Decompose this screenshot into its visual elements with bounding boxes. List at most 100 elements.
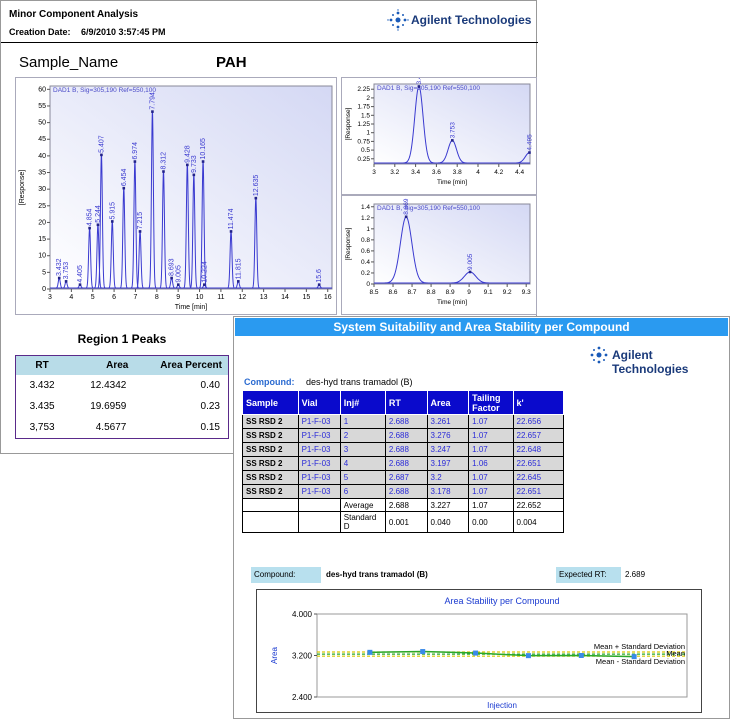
summary-cell: 1.07 bbox=[468, 498, 514, 512]
peaks-table-title: Region 1 Peaks bbox=[77, 332, 167, 346]
peak-label: 8.312 bbox=[160, 152, 167, 170]
table-row: SS RSD 2 P1-F-03 6 2.688 3.178 1.07 22.651 bbox=[242, 484, 565, 499]
table-cell: 3,753 bbox=[29, 422, 55, 433]
logo-icon bbox=[590, 346, 608, 364]
table-cell: P1-F-03 bbox=[297, 456, 341, 471]
summary-label: Standard D bbox=[339, 511, 386, 533]
table-cell: 1.07 bbox=[468, 428, 514, 443]
x-tick-label: 3.2 bbox=[390, 169, 399, 176]
peak-label: 7.794 bbox=[149, 92, 156, 110]
reference-label: Mean + Standard Deviation bbox=[594, 642, 685, 651]
peak-label: 8.693 bbox=[169, 258, 176, 276]
x-tick-label: 8.6 bbox=[389, 289, 398, 296]
y-tick-label: 0.75 bbox=[357, 138, 370, 145]
table-cell: 2.688 bbox=[384, 428, 428, 443]
table-cell: SS RSD 2 bbox=[242, 428, 299, 443]
y-tick-label: 0 bbox=[42, 286, 46, 293]
peak-apex bbox=[186, 163, 189, 167]
table-cell: 2.688 bbox=[384, 414, 428, 429]
header-row: RT Area Area Percent bbox=[15, 355, 229, 375]
empty-cell bbox=[242, 511, 299, 533]
table-row: SS RSD 2 P1-F-03 1 2.688 3.261 1.07 22.656 bbox=[242, 414, 565, 429]
y-tick-label: 0.2 bbox=[361, 270, 370, 277]
y-tick-label: 40 bbox=[38, 153, 46, 160]
x-tick-label: 8.8 bbox=[427, 289, 436, 296]
x-tick-label: 10 bbox=[196, 294, 204, 301]
empty-cell bbox=[297, 498, 341, 512]
table-cell: 0.40 bbox=[200, 380, 220, 391]
peak-label: 4.495 bbox=[526, 134, 533, 151]
header-cell: Tailing Factor bbox=[468, 390, 514, 415]
x-axis-label: Injection bbox=[487, 701, 517, 710]
sample-name: PAH bbox=[216, 54, 247, 71]
table-cell: 22.651 bbox=[512, 484, 565, 499]
table-cell: 0.23 bbox=[200, 401, 220, 412]
table-row: SS RSD 2 P1-F-03 3 2.688 3.247 1.07 22.648 bbox=[242, 442, 565, 457]
report-page: Minor Component Analysis Creation Date: … bbox=[0, 0, 538, 454]
peak-label: 15.6 bbox=[316, 269, 323, 283]
peak-apex bbox=[528, 151, 531, 154]
plot-area bbox=[373, 203, 531, 285]
peak-apex bbox=[133, 160, 137, 163]
peak-label: 5.915 bbox=[109, 202, 116, 220]
table-cell: P1-F-03 bbox=[297, 428, 341, 443]
peak-apex bbox=[170, 276, 173, 280]
y-axis-label: [Response] bbox=[345, 227, 352, 260]
table-cell: 22.645 bbox=[512, 470, 565, 485]
summary-cell: 0.001 bbox=[384, 511, 428, 533]
table-cell: 3 bbox=[339, 442, 386, 457]
y-tick-label: 10 bbox=[38, 253, 46, 260]
table-cell: 1 bbox=[339, 414, 386, 429]
y-tick-label: 0 bbox=[366, 281, 370, 288]
empty-cell bbox=[297, 511, 341, 533]
y-tick-label: 45 bbox=[38, 136, 46, 143]
table-cell: P1-F-03 bbox=[297, 470, 341, 485]
area-point bbox=[473, 650, 479, 656]
peak-label: 3.432 bbox=[416, 77, 423, 84]
creation-date: 6/9/2010 3:57:45 PM bbox=[81, 27, 166, 37]
peak-label: 11.474 bbox=[228, 208, 235, 229]
table-cell: 1.07 bbox=[468, 442, 514, 457]
y-tick-label: 15 bbox=[38, 236, 46, 243]
header-cell: Area bbox=[426, 390, 470, 415]
peak-label: 3.753 bbox=[63, 262, 70, 280]
header-cell: Inj# bbox=[339, 390, 386, 415]
table-cell: 4.5677 bbox=[95, 422, 127, 433]
summary-row: Standard D 0.001 0.040 0.00 0.004 bbox=[242, 511, 565, 533]
y-tick-label: 1.2 bbox=[361, 215, 370, 222]
chromatogram-zoom: DAD1 B, Sig=305,190 Ref=550,100 3 3.2 3.4 3.… bbox=[341, 77, 537, 195]
peak-label: 10.165 bbox=[200, 138, 207, 160]
y-tick-label: 55 bbox=[38, 103, 46, 110]
plot-area bbox=[49, 85, 333, 290]
panel-header: DAD1 B, Sig=305,190 Ref=550,100 bbox=[377, 85, 480, 92]
expected-rt: 2.689 bbox=[625, 570, 646, 579]
table-cell: 3.247 bbox=[426, 442, 470, 457]
table-cell: 3.197 bbox=[426, 456, 470, 471]
x-axis-label: Time [min] bbox=[437, 179, 467, 186]
logo-text: Agilent Technologies bbox=[612, 348, 689, 376]
table-cell: SS RSD 2 bbox=[242, 484, 299, 499]
y-tick-label: 1.5 bbox=[361, 112, 370, 119]
peak-apex bbox=[176, 283, 180, 286]
creation-label: Creation Date: bbox=[9, 27, 71, 37]
plot-area bbox=[316, 613, 688, 698]
header-rule bbox=[1, 42, 538, 43]
y-tick-label: 2 bbox=[366, 95, 370, 102]
y-tick-label: 2.400 bbox=[292, 693, 313, 702]
y-tick-label: 1 bbox=[366, 130, 370, 137]
table-cell: 3.276 bbox=[426, 428, 470, 443]
peak-apex bbox=[203, 283, 206, 286]
table-cell: 4 bbox=[339, 456, 386, 471]
table-row: SS RSD 2 P1-F-03 5 2.687 3.2 1.07 22.645 bbox=[242, 470, 565, 485]
x-tick-label: 4 bbox=[69, 294, 73, 301]
peak-label: 9.428 bbox=[184, 145, 191, 163]
x-tick-label: 3.6 bbox=[432, 169, 441, 176]
header-cell: Area bbox=[106, 360, 129, 371]
area-point bbox=[420, 649, 426, 655]
table-cell: 3.178 bbox=[426, 484, 470, 499]
peak-label: 6.454 bbox=[121, 169, 128, 187]
chart-title: Area Stability per Compound bbox=[444, 596, 559, 606]
table-cell: P1-F-03 bbox=[297, 484, 341, 499]
peak-label: 9.733 bbox=[191, 155, 198, 173]
